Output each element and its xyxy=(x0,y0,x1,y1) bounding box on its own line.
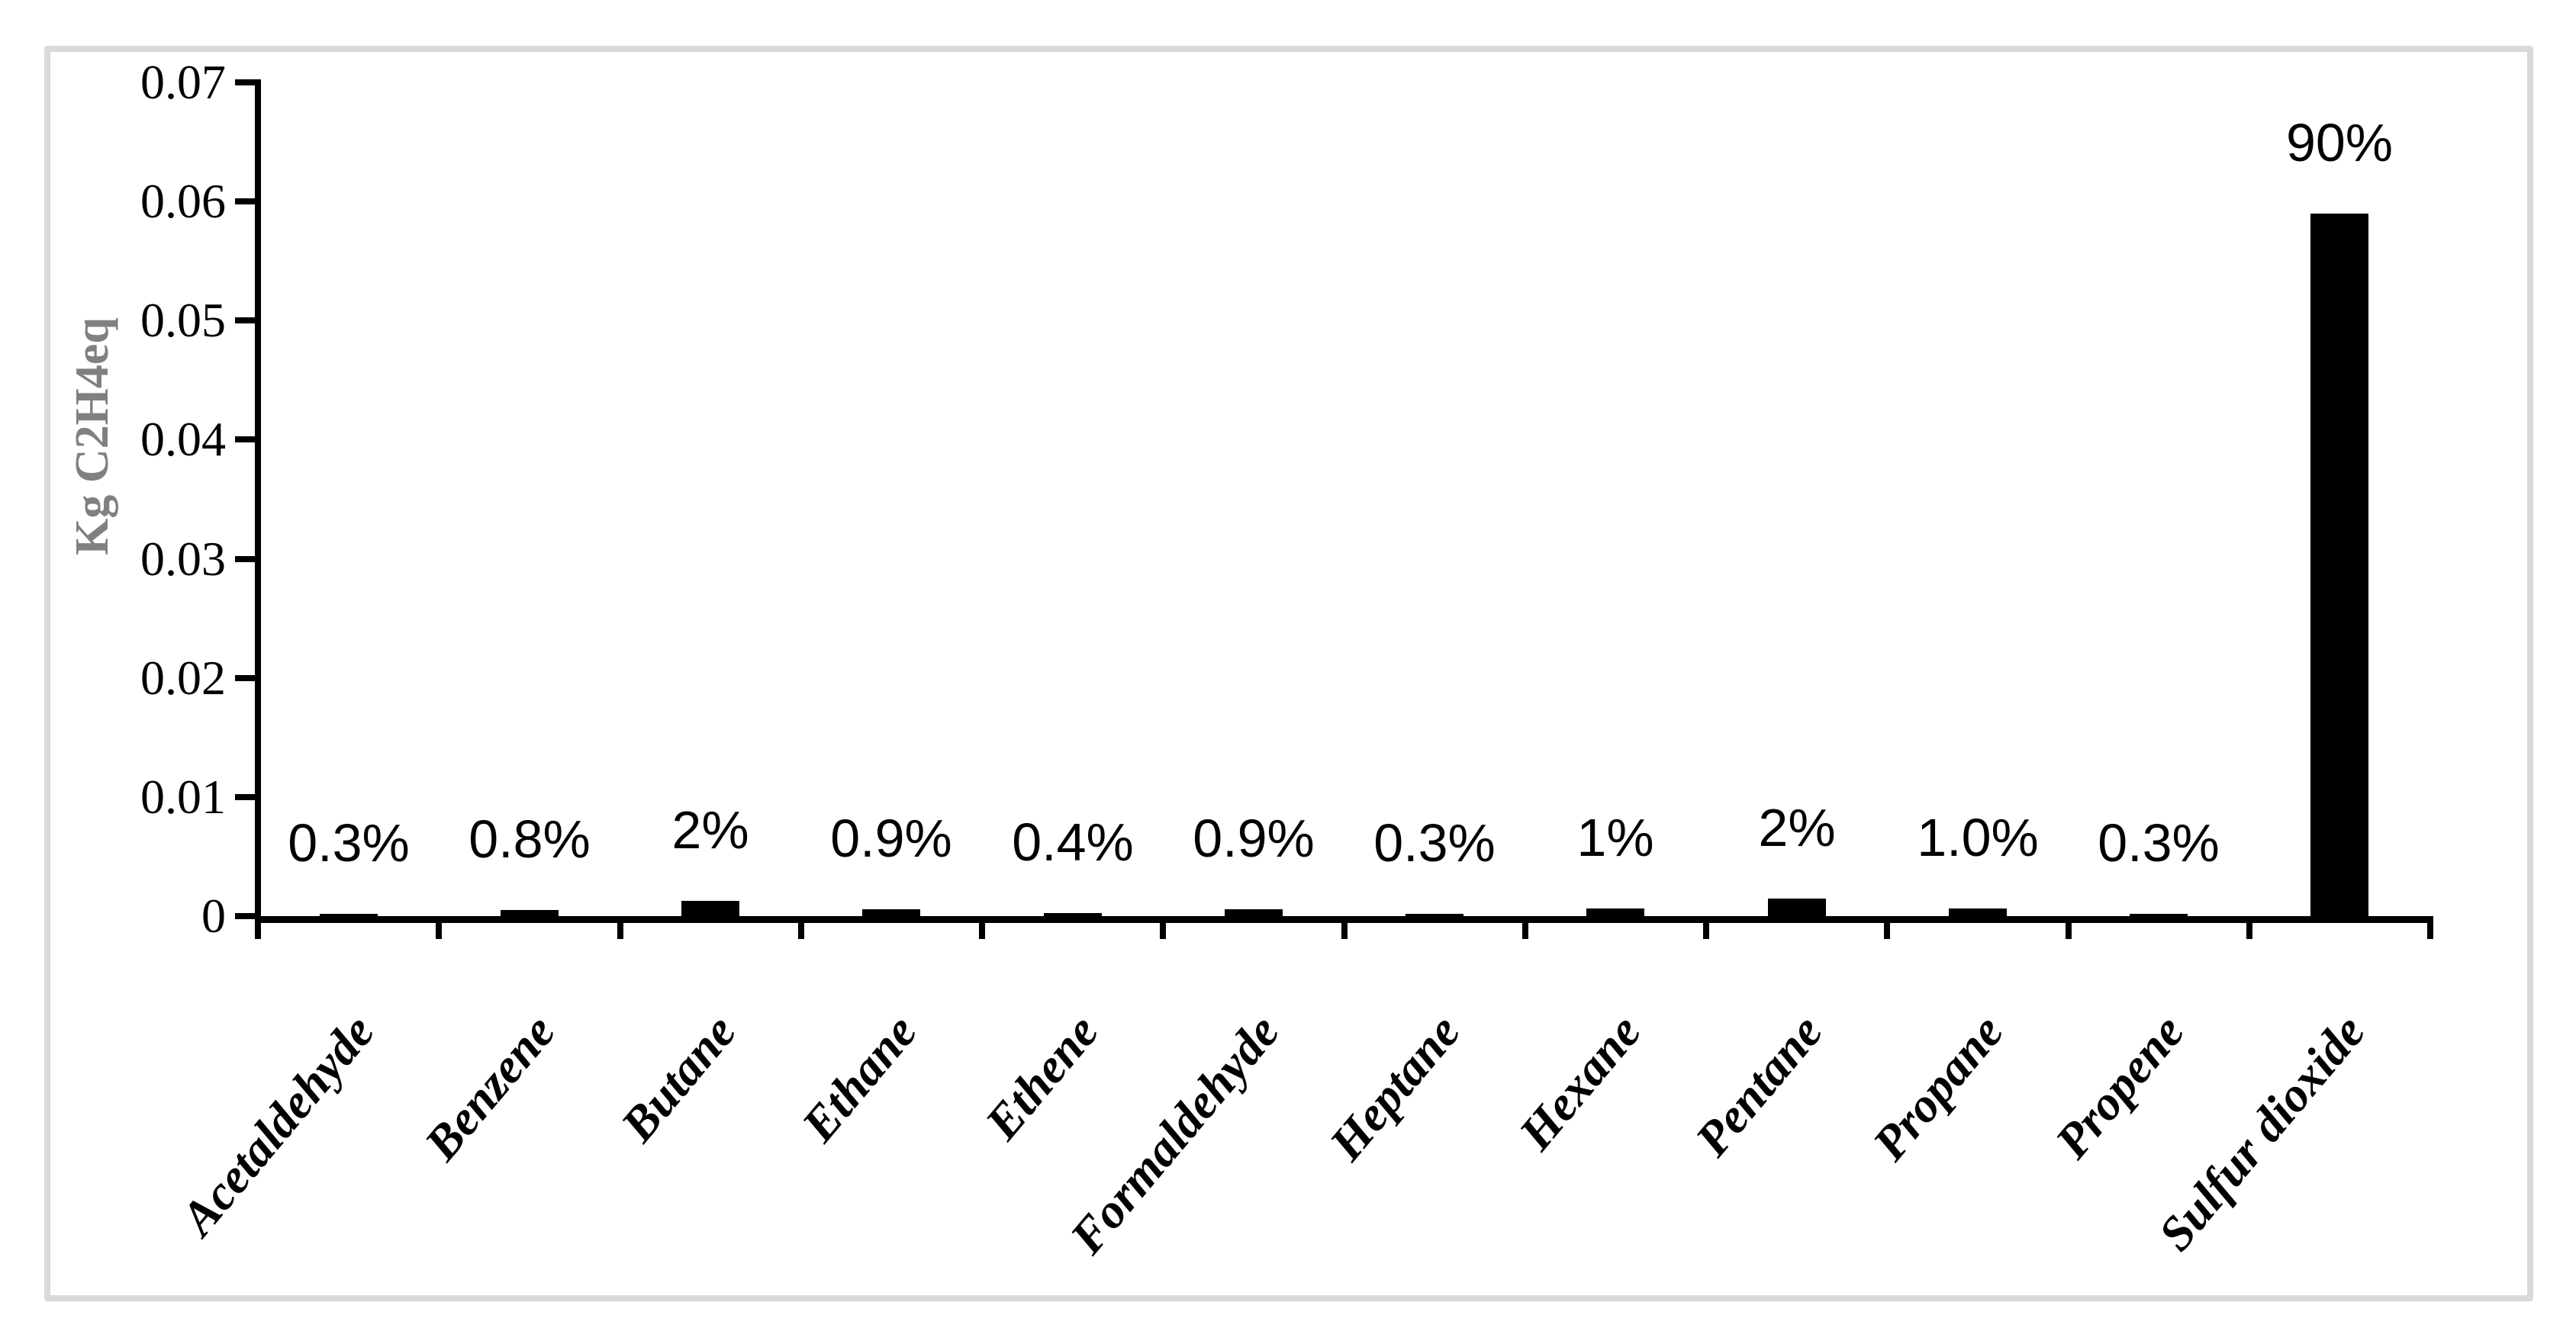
bar-value-label: 0.3% xyxy=(1373,813,1496,873)
bar-value-label: 2% xyxy=(1758,798,1836,857)
y-tick-mark xyxy=(235,913,255,919)
bar-propene xyxy=(2130,914,2188,916)
x-tick-mark xyxy=(1884,916,1891,939)
y-tick-label: 0.07 xyxy=(140,55,226,109)
x-tick-mark xyxy=(1703,916,1709,939)
y-tick-mark xyxy=(235,79,255,85)
bar-value-label: 1.0% xyxy=(1917,808,2039,867)
x-tick-mark xyxy=(617,916,623,939)
y-tick-mark xyxy=(235,198,255,205)
x-tick-mark xyxy=(2427,916,2433,939)
y-tick-label: 0.03 xyxy=(140,531,226,586)
bar-value-label: 0.4% xyxy=(1012,812,1134,872)
y-axis-line xyxy=(255,79,261,938)
bar-value-label: 0.3% xyxy=(2098,813,2220,873)
bar-value-label: 0.9% xyxy=(1193,809,1315,868)
x-tick-mark xyxy=(2065,916,2072,939)
bar-value-label: 90% xyxy=(2285,113,2394,172)
chart-frame xyxy=(44,46,2533,1301)
y-tick-label: 0.02 xyxy=(140,650,226,705)
y-tick-label: 0.05 xyxy=(140,293,226,348)
bar-value-label: 2% xyxy=(671,800,749,860)
x-tick-mark xyxy=(2246,916,2252,939)
bar-ethene xyxy=(1044,913,1102,916)
y-tick-mark xyxy=(235,555,255,562)
x-tick-mark xyxy=(1521,916,1528,939)
bar-value-label: 0.9% xyxy=(830,809,952,868)
y-tick-mark xyxy=(235,436,255,443)
x-tick-mark xyxy=(797,916,804,939)
y-tick-mark xyxy=(235,317,255,324)
y-tick-label: 0 xyxy=(201,889,226,943)
y-tick-mark xyxy=(235,674,255,681)
bar-heptane xyxy=(1406,914,1463,916)
bar-value-label: 0.8% xyxy=(469,809,591,869)
x-tick-mark xyxy=(255,916,261,939)
x-tick-mark xyxy=(1341,916,1348,939)
x-tick-mark xyxy=(1160,916,1167,939)
bar-butane xyxy=(681,901,739,916)
y-tick-label: 0.01 xyxy=(140,769,226,824)
x-tick-mark xyxy=(979,916,985,939)
bar-value-label: 0.3% xyxy=(288,813,410,873)
bar-ethane xyxy=(862,909,920,916)
y-tick-label: 0.06 xyxy=(140,174,226,229)
bar-value-label: 1% xyxy=(1576,808,1654,867)
bar-acetaldehyde xyxy=(320,914,378,916)
bar-benzene xyxy=(501,910,559,916)
bar-pentane xyxy=(1768,899,1826,916)
y-tick-mark xyxy=(235,793,255,800)
bar-formaldehyde xyxy=(1225,909,1283,916)
y-tick-label: 0.04 xyxy=(140,412,226,467)
bar-sulfur-dioxide xyxy=(2310,214,2368,916)
x-tick-mark xyxy=(436,916,443,939)
bar-hexane xyxy=(1586,908,1644,916)
bar-propane xyxy=(1949,908,2007,916)
